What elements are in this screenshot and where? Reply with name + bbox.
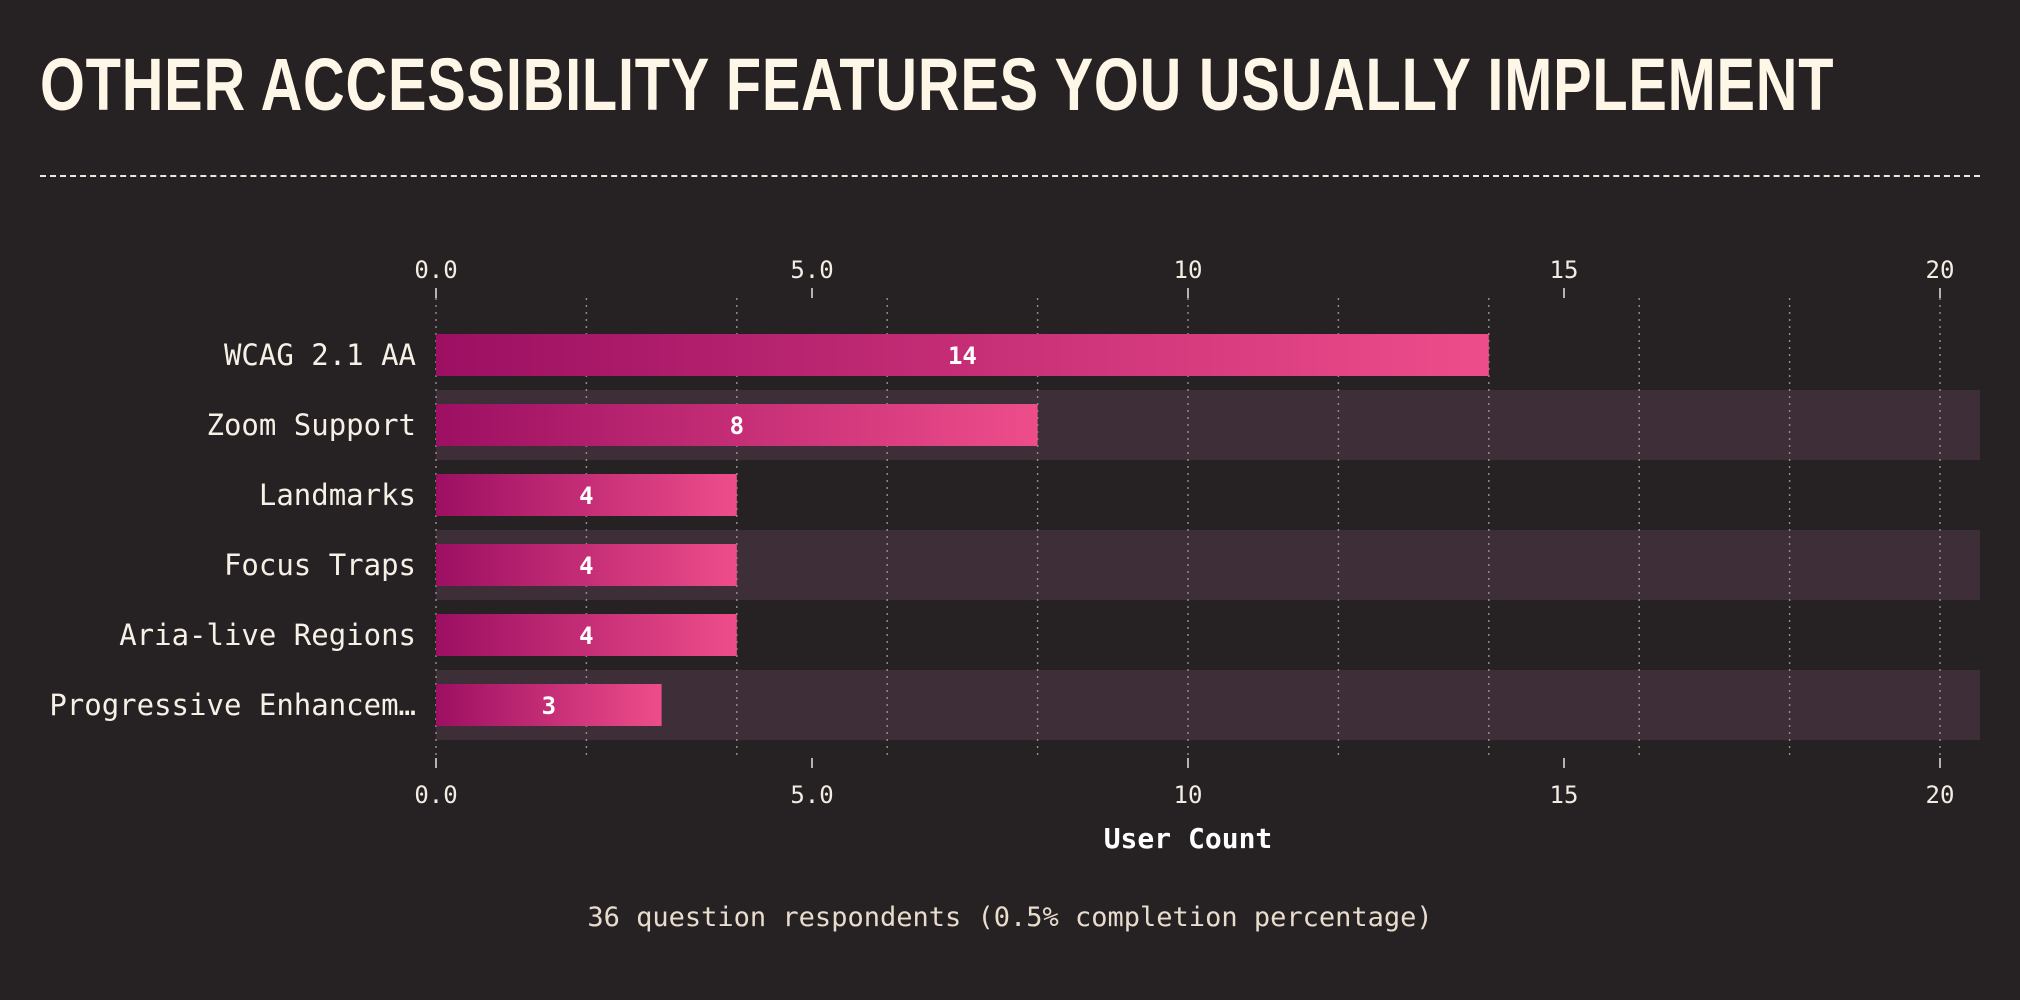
title-divider <box>40 175 1980 177</box>
x-axis-title: User Count <box>1104 822 1273 855</box>
x-tick-label-top: 5.0 <box>790 256 833 284</box>
x-tick-label-bottom: 5.0 <box>790 781 833 809</box>
category-label: Zoom Support <box>206 408 416 442</box>
x-tick-label-bottom: 20 <box>1926 781 1955 809</box>
bar-chart: 0.0 0.0 5.0 5.0 10 10 15 15 20 20 14 WCAG 2.1 AA 8 Z… <box>49 256 1980 855</box>
bar <box>436 334 1489 376</box>
bar <box>436 614 737 656</box>
category-label: Aria-live Regions <box>119 618 416 652</box>
bar-value-label: 4 <box>579 552 593 580</box>
bar <box>436 404 1038 446</box>
bar <box>436 684 662 726</box>
x-tick-label-top: 0.0 <box>414 256 457 284</box>
x-tick-label-bottom: 10 <box>1174 781 1203 809</box>
x-tick-label-bottom: 15 <box>1550 781 1579 809</box>
x-tick-label-top: 20 <box>1926 256 1955 284</box>
bar-value-label: 4 <box>579 622 593 650</box>
category-label: Progressive Enhancem… <box>49 688 416 722</box>
category-label: WCAG 2.1 AA <box>224 338 416 372</box>
x-tick-label-top: 15 <box>1550 256 1579 284</box>
respondents-footnote: 36 question respondents (0.5% completion… <box>587 902 1433 933</box>
bar-value-label: 14 <box>948 342 977 370</box>
category-label: Focus Traps <box>224 548 416 582</box>
x-tick-label-bottom: 0.0 <box>414 781 457 809</box>
bar <box>436 474 737 516</box>
bar-value-label: 3 <box>542 692 556 720</box>
bar-value-label: 8 <box>730 412 744 440</box>
x-tick-label-top: 10 <box>1174 256 1203 284</box>
page-title: OTHER ACCESSIBILITY FEATURES YOU USUALLY… <box>40 43 1835 126</box>
category-label: Landmarks <box>259 478 416 512</box>
row-band <box>436 670 1980 740</box>
bar-value-label: 4 <box>579 482 593 510</box>
bar <box>436 544 737 586</box>
